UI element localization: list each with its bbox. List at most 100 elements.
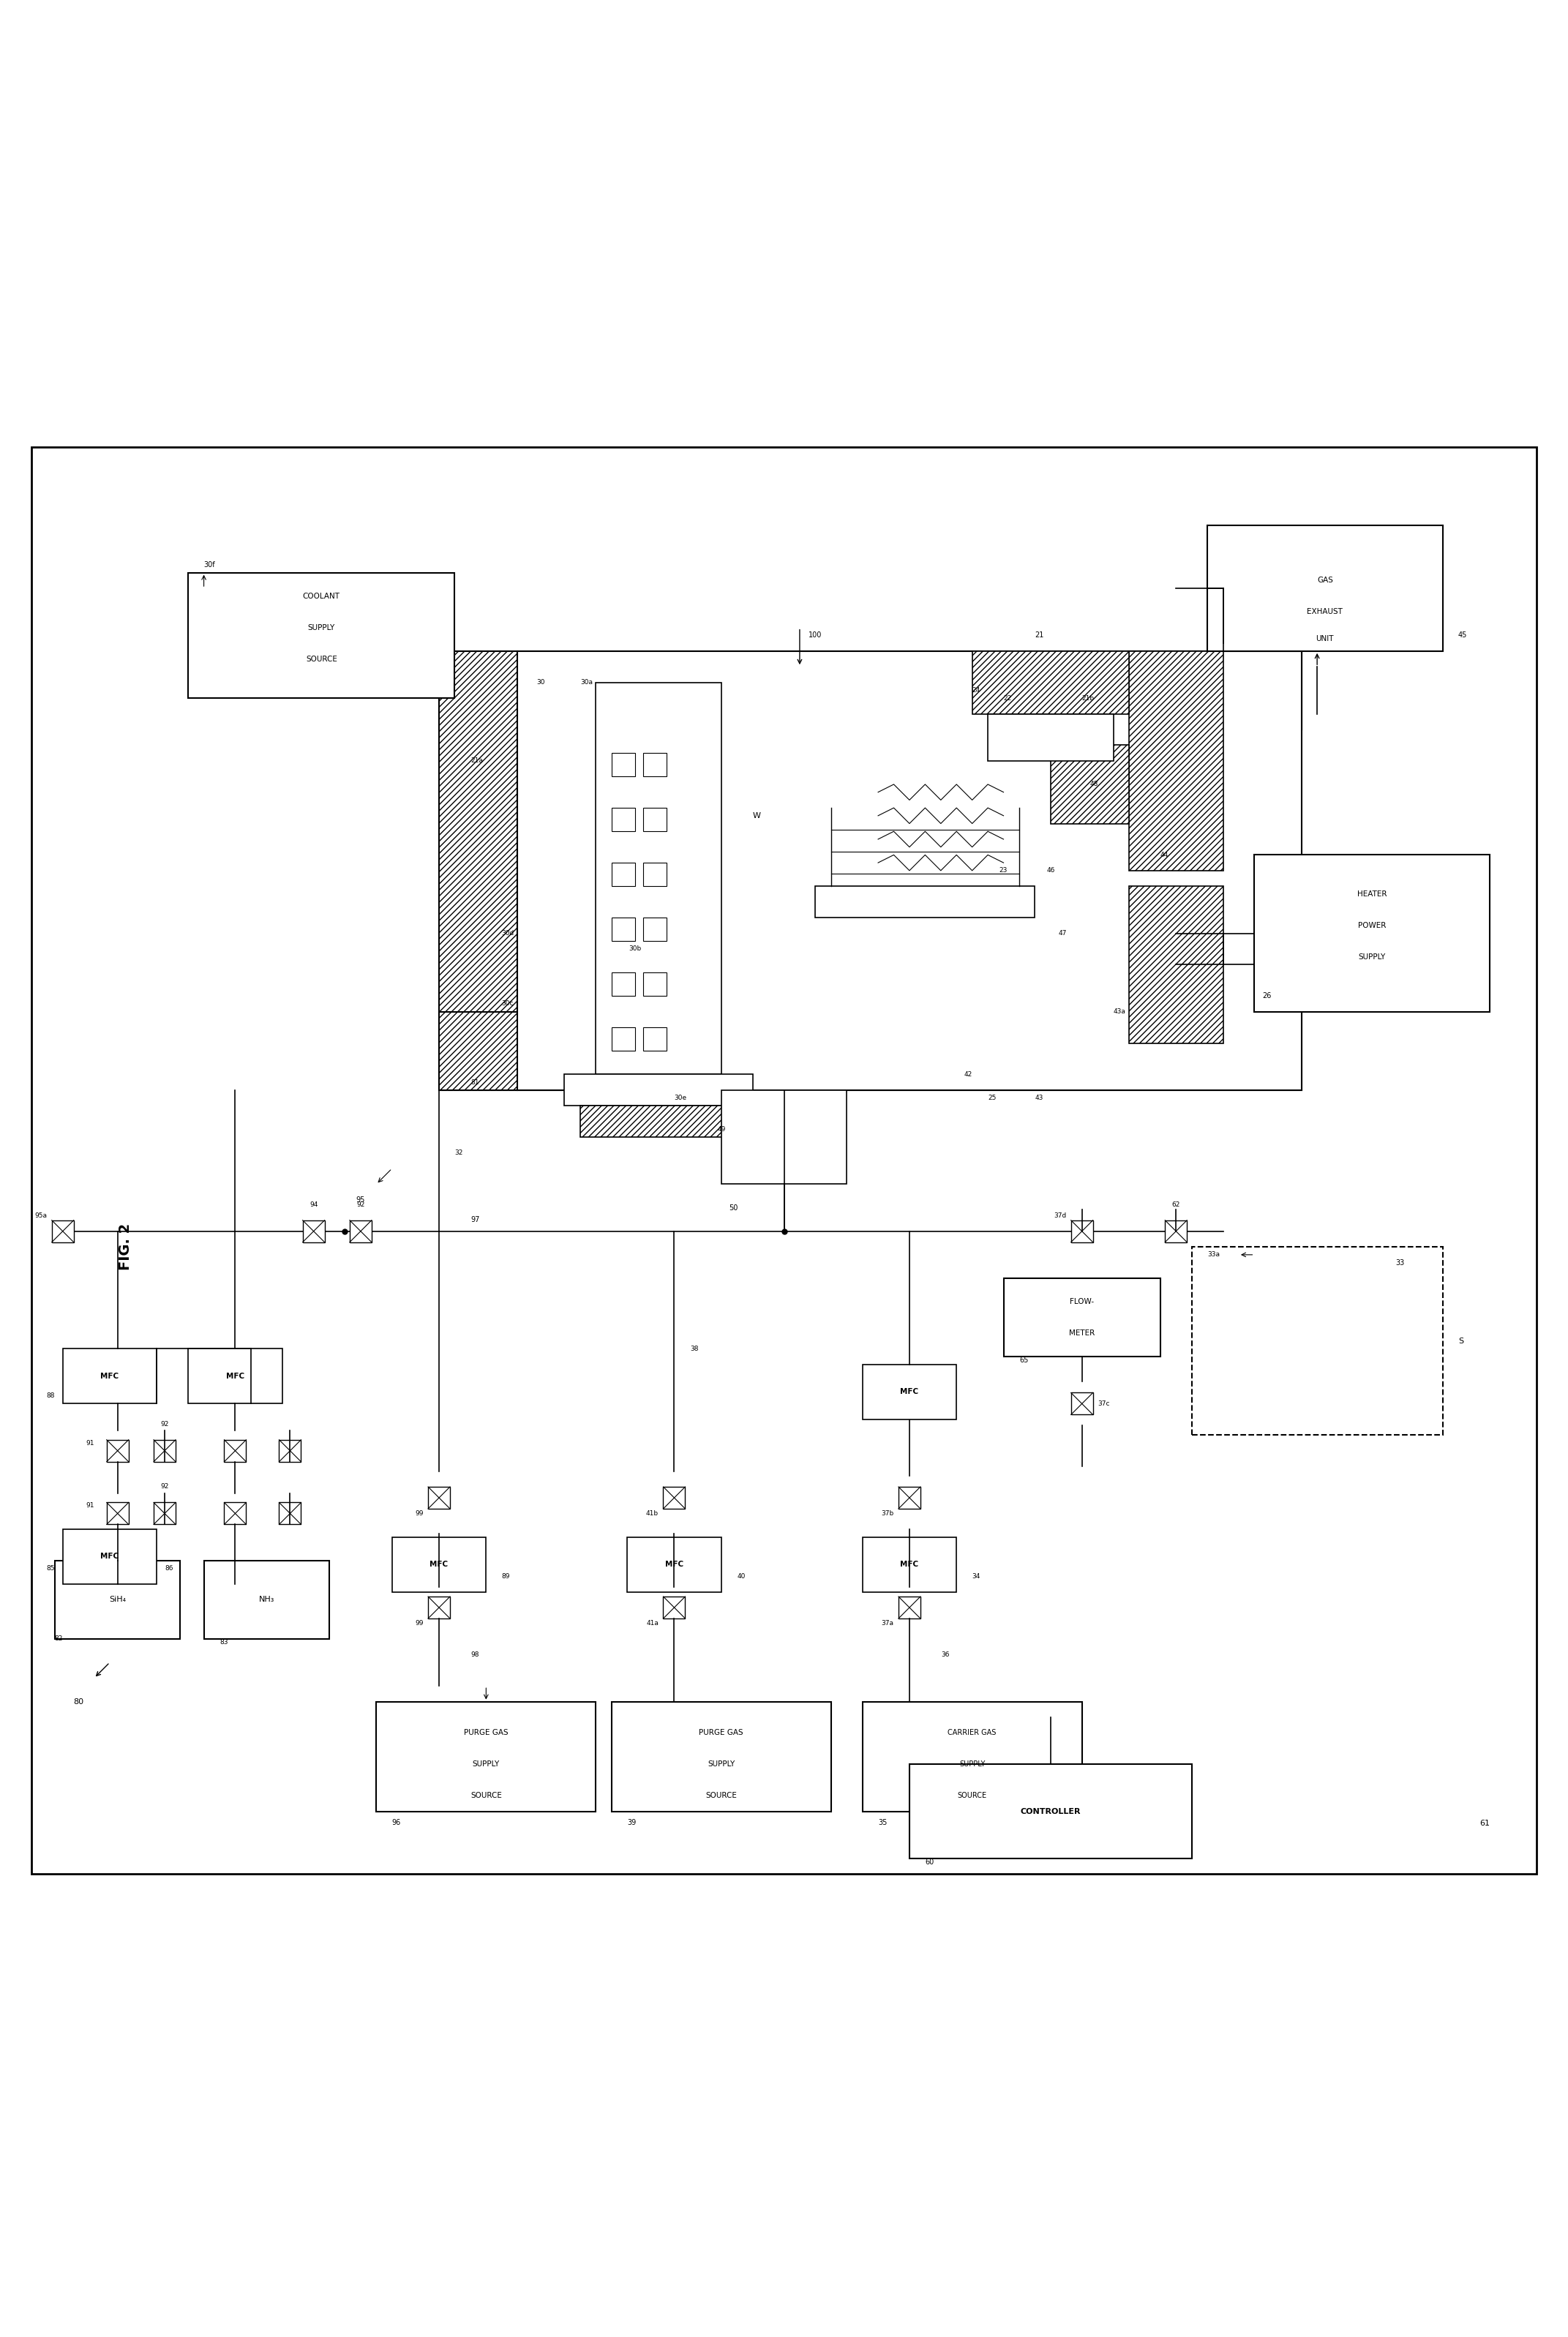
Bar (350, 1220, 372, 1243)
Bar (107, 1503, 129, 1524)
Text: 42: 42 (964, 1070, 972, 1077)
Bar (663, 1596, 685, 1620)
Text: UNIT: UNIT (1316, 636, 1334, 643)
Text: S: S (1458, 1337, 1463, 1344)
Text: MFC: MFC (900, 1561, 919, 1568)
Bar (188, 1348, 282, 1405)
Text: PURGE GAS: PURGE GAS (464, 1729, 508, 1736)
Bar (1192, 1248, 1443, 1435)
Bar (643, 1028, 666, 1052)
Text: 99: 99 (416, 1620, 423, 1627)
Text: 37a: 37a (881, 1620, 894, 1627)
Bar (439, 652, 517, 1089)
Text: 36: 36 (941, 1652, 949, 1657)
Text: 21b: 21b (1082, 694, 1094, 701)
Text: 91: 91 (86, 1440, 94, 1447)
Text: 37c: 37c (1098, 1400, 1110, 1407)
Text: SUPPLY: SUPPLY (960, 1760, 985, 1769)
Bar (376, 1701, 596, 1811)
Text: 30b: 30b (629, 946, 641, 951)
Bar (154, 1503, 176, 1524)
Text: SOURCE: SOURCE (958, 1792, 986, 1799)
Text: HEATER: HEATER (1358, 890, 1386, 897)
Bar (564, 1075, 753, 1105)
Text: 82: 82 (55, 1636, 63, 1643)
Bar (596, 682, 721, 1075)
Text: 46: 46 (1046, 867, 1055, 874)
Bar (517, 729, 956, 1012)
Bar (1004, 1278, 1160, 1358)
Text: 65: 65 (1019, 1358, 1029, 1365)
Bar (517, 652, 1301, 1089)
Text: EXHAUST: EXHAUST (1308, 608, 1342, 615)
Bar (612, 809, 635, 832)
Text: MFC: MFC (665, 1561, 684, 1568)
Bar (303, 1220, 325, 1243)
Bar (224, 1440, 246, 1461)
Text: 33a: 33a (1207, 1250, 1220, 1257)
Text: 97: 97 (470, 1215, 480, 1222)
Text: 30d: 30d (502, 930, 514, 937)
Bar (1129, 652, 1223, 872)
Text: 48: 48 (1090, 781, 1098, 788)
Bar (643, 809, 666, 832)
Bar (988, 713, 1113, 762)
Text: 25: 25 (988, 1094, 996, 1101)
Bar (862, 1365, 956, 1419)
Bar (612, 1701, 831, 1811)
Bar (428, 1596, 450, 1620)
Text: 41b: 41b (646, 1510, 659, 1517)
Text: 30: 30 (536, 680, 546, 685)
Text: 50: 50 (729, 1204, 739, 1211)
Bar (612, 918, 635, 942)
Bar (612, 862, 635, 886)
Text: 38: 38 (690, 1346, 698, 1353)
Text: 30c: 30c (502, 1000, 514, 1007)
Text: FLOW-: FLOW- (1069, 1297, 1094, 1306)
Text: 32: 32 (455, 1150, 463, 1157)
Text: GAS: GAS (1317, 577, 1333, 584)
Text: 61: 61 (1479, 1821, 1490, 1828)
Text: 91: 91 (86, 1503, 94, 1510)
Text: 40: 40 (737, 1573, 745, 1580)
Text: METER: METER (1069, 1330, 1094, 1337)
Bar (392, 1538, 486, 1591)
Bar (862, 1701, 1082, 1811)
Bar (1051, 746, 1129, 823)
Text: SOURCE: SOURCE (706, 1792, 737, 1799)
Text: PURGE GAS: PURGE GAS (699, 1729, 743, 1736)
Bar (1129, 652, 1301, 729)
Text: 62: 62 (1171, 1201, 1181, 1208)
Bar (898, 1596, 920, 1620)
Text: 21a: 21a (470, 757, 483, 764)
Bar (1207, 526, 1443, 652)
Text: 86: 86 (165, 1566, 172, 1573)
Text: 23: 23 (999, 867, 1008, 874)
Text: MFC: MFC (100, 1552, 119, 1561)
Text: 30e: 30e (674, 1094, 687, 1101)
Text: 98: 98 (470, 1652, 478, 1657)
Text: 44: 44 (1160, 851, 1168, 858)
Text: SUPPLY: SUPPLY (472, 1760, 500, 1769)
Text: 49: 49 (717, 1126, 726, 1133)
Text: 37b: 37b (881, 1510, 894, 1517)
Text: NH₃: NH₃ (259, 1596, 274, 1603)
Bar (862, 1538, 956, 1591)
Bar (663, 1486, 685, 1510)
Text: MFC: MFC (430, 1561, 448, 1568)
Text: 81: 81 (470, 1080, 478, 1087)
Bar (279, 1503, 301, 1524)
Text: SOURCE: SOURCE (470, 1792, 502, 1799)
Text: 80: 80 (74, 1699, 83, 1706)
Bar (63, 1348, 157, 1405)
Text: SUPPLY: SUPPLY (307, 624, 336, 631)
Text: 83: 83 (220, 1638, 227, 1645)
Bar (439, 652, 1301, 729)
Bar (627, 1538, 721, 1591)
Text: 24: 24 (972, 687, 980, 694)
Text: COOLANT: COOLANT (303, 594, 340, 601)
Text: 92: 92 (160, 1484, 169, 1491)
Text: 96: 96 (392, 1818, 401, 1828)
Text: 43a: 43a (1113, 1007, 1126, 1014)
Text: 99: 99 (416, 1510, 423, 1517)
